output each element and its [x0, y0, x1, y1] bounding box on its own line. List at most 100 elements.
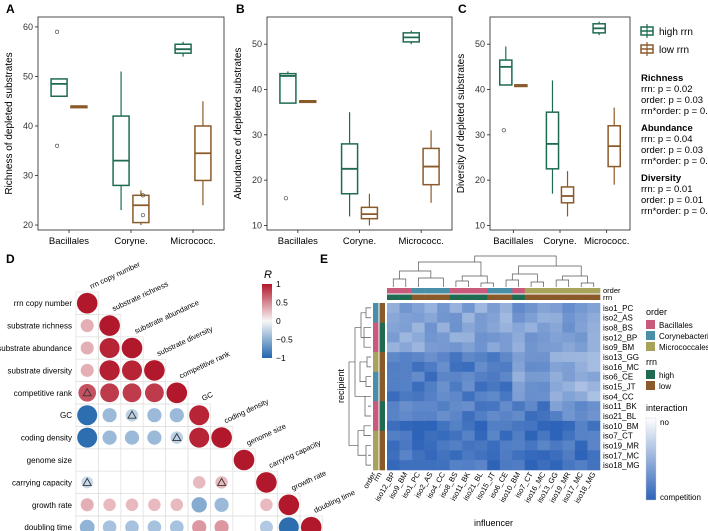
heatmap-cell	[512, 460, 526, 471]
heatmap-cell	[449, 332, 463, 343]
x-tick-label: Bacillales	[493, 236, 533, 247]
heatmap-cell	[474, 342, 488, 353]
heatmap-cell	[424, 430, 438, 441]
heatmap-cell	[399, 430, 413, 441]
corr-circle	[102, 408, 117, 423]
heatmap-cell	[524, 460, 538, 471]
y-tick-label: 40	[252, 85, 262, 95]
heatmap-cell	[562, 352, 576, 363]
corr-cell	[299, 515, 323, 531]
heatmap-cell	[574, 401, 588, 412]
col-order-annot	[399, 288, 413, 294]
corr-circle	[80, 341, 94, 355]
heatmap-cell	[562, 430, 576, 441]
row-rrn-annot	[379, 460, 385, 471]
heatmap-row-label: iso9_BM	[603, 343, 634, 352]
heatmap-cell	[499, 361, 513, 373]
x-tick-label: Micrococc.	[398, 236, 443, 247]
heatmap-cell	[537, 440, 551, 451]
heatmap-cell	[524, 391, 538, 402]
heatmap-cell	[487, 371, 501, 382]
heatmap-cell	[499, 411, 513, 422]
heatmap-cell	[487, 381, 501, 392]
annot-rrn-label: rrn	[603, 293, 612, 302]
heatmap-cell	[587, 391, 601, 402]
corr-circle	[147, 520, 162, 531]
heatmap-cell	[437, 401, 450, 412]
heatmap-cell	[399, 342, 413, 353]
corr-row-label: substrate abundance	[0, 344, 73, 353]
heatmap-cell	[487, 322, 501, 333]
box-body	[279, 72, 297, 104]
col-rrn-annot	[574, 294, 588, 300]
heatmap-cell	[399, 312, 413, 323]
col-order-annot	[524, 288, 538, 294]
corr-legend-tick: −1	[276, 353, 286, 363]
col-rrn-annot	[524, 294, 538, 300]
heatmap-cell	[399, 440, 413, 451]
heatmap-cell	[587, 312, 601, 323]
corr-circle	[77, 405, 98, 426]
heatmap-cell	[524, 381, 538, 392]
heatmap-cell	[487, 401, 501, 412]
col-rrn-annot	[462, 294, 476, 300]
heatmap-cell	[512, 312, 526, 323]
heatmap-cell	[399, 381, 413, 392]
col-order-annot	[587, 288, 601, 294]
col-rrn-annot	[562, 294, 576, 300]
heatmap-cell	[462, 411, 476, 422]
heatmap-row-label: iso16_MC	[603, 363, 639, 372]
row-order-annot	[373, 440, 379, 451]
stats-diversity-title: Diversity	[641, 173, 682, 184]
heatmap-cell	[437, 430, 450, 441]
heatmap-cell	[524, 420, 538, 432]
heatmap-cell	[462, 332, 476, 343]
heatmap-cell	[524, 312, 538, 323]
heatmap-cell	[512, 450, 526, 461]
heatmap-cell	[399, 420, 413, 432]
stats-abundance-title: Abundance	[641, 123, 693, 134]
col-order-annot	[474, 288, 488, 294]
box-outlier	[55, 29, 60, 34]
col-rrn-annot	[487, 294, 501, 300]
heatmap-cell	[524, 332, 538, 343]
heatmap-cell	[424, 381, 438, 392]
corr-circle	[192, 520, 207, 531]
heatmap-row-label: iso18_MG	[603, 461, 639, 470]
heatmap-cell	[537, 401, 551, 412]
heatmap-cell	[549, 322, 563, 333]
y-tick-label: 20	[475, 175, 485, 185]
heatmap-cell	[412, 391, 425, 402]
legend-high-label: high rrn	[659, 27, 693, 38]
heatmap-cell	[424, 342, 438, 353]
heatmap-cell	[562, 381, 576, 392]
col-order-annot	[574, 288, 588, 294]
y-tick-label: 50	[475, 39, 485, 49]
heatmap-cell	[574, 342, 588, 353]
corr-diag-label: competitive rank	[178, 349, 232, 380]
row-order-annot	[373, 420, 379, 432]
heatmap-cell	[487, 361, 501, 373]
heatmap-cell	[487, 352, 501, 363]
heatmap-cell	[474, 440, 488, 451]
corr-circle	[300, 516, 322, 531]
heatmap-cell	[512, 411, 526, 422]
heatmap-cell	[412, 312, 425, 323]
box-body	[545, 111, 560, 170]
heatmap-cell	[549, 411, 563, 422]
corr-diag-label: carrying capacity	[267, 438, 322, 470]
legend-rrn-label: high	[659, 371, 674, 380]
column-dendrogram	[392, 255, 595, 287]
row-order-annot	[373, 430, 379, 441]
heatmap-cell	[412, 303, 425, 314]
corr-circle	[189, 427, 210, 448]
heatmap-cell	[537, 411, 551, 422]
corr-triangle-marker	[216, 477, 227, 486]
stats-richness-title: Richness	[641, 73, 683, 84]
heatmap-cell	[562, 420, 576, 432]
panel-label-a: A	[6, 2, 15, 16]
heatmap-cell	[587, 440, 601, 451]
corr-row-label: carrying capacity	[12, 478, 72, 487]
heatmap-cell	[487, 312, 501, 323]
corr-row-label: doubling time	[24, 523, 72, 531]
